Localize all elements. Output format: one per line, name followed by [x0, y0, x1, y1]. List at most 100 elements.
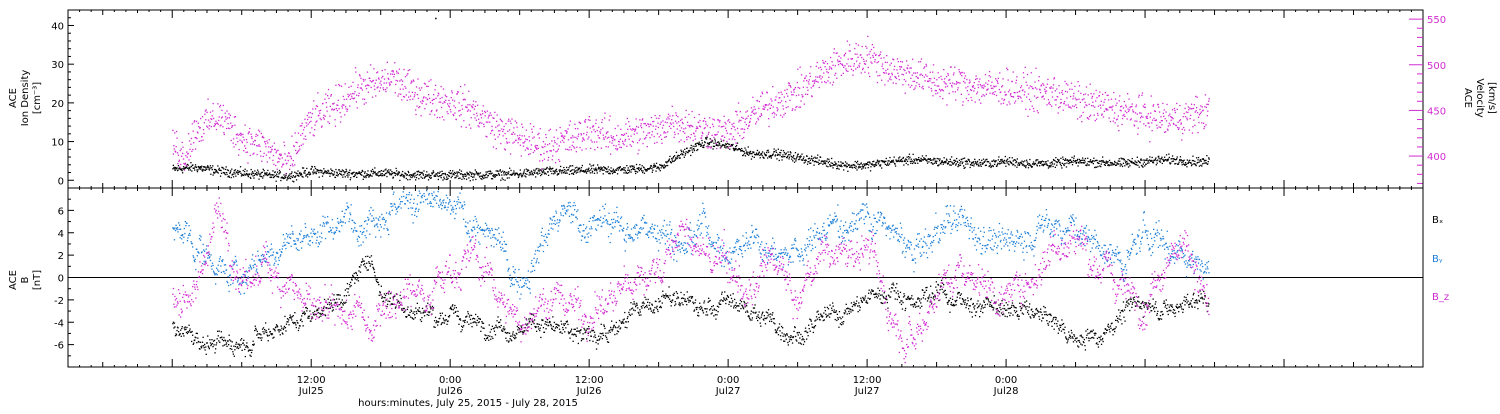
data-point — [479, 176, 480, 177]
data-point — [841, 166, 842, 167]
data-point — [1019, 164, 1020, 165]
data-point — [483, 178, 484, 179]
data-point — [1102, 156, 1103, 157]
data-point — [1043, 85, 1044, 86]
data-point — [478, 126, 479, 127]
data-point — [969, 80, 970, 81]
data-point — [777, 110, 778, 111]
data-point — [548, 157, 549, 158]
data-point — [891, 73, 892, 74]
data-point — [810, 66, 811, 67]
data-point — [543, 141, 544, 142]
data-point — [914, 87, 915, 88]
data-point — [889, 78, 890, 79]
data-point — [928, 81, 929, 82]
data-point — [675, 112, 676, 113]
data-point — [1075, 104, 1076, 105]
data-point — [584, 120, 585, 121]
data-point — [1075, 161, 1076, 162]
data-point — [539, 137, 540, 138]
data-point — [699, 120, 700, 121]
data-point — [669, 156, 670, 157]
data-point — [955, 164, 956, 165]
data-point — [845, 53, 846, 54]
data-point — [197, 132, 198, 133]
data-point — [732, 126, 733, 127]
data-point — [850, 66, 851, 67]
data-point — [1196, 157, 1197, 158]
data-point — [262, 329, 263, 330]
data-point — [781, 100, 782, 101]
data-point — [655, 129, 656, 130]
data-point — [909, 154, 910, 155]
data-point — [308, 318, 309, 319]
data-point — [382, 76, 383, 77]
data-point — [827, 63, 828, 64]
data-point — [758, 119, 759, 120]
data-point — [204, 114, 205, 115]
data-point — [627, 173, 628, 174]
data-point — [700, 126, 701, 127]
data-point — [805, 77, 806, 78]
data-point — [725, 147, 726, 148]
data-point — [1025, 109, 1026, 110]
data-point — [855, 168, 856, 169]
data-point — [218, 124, 219, 125]
data-point — [426, 86, 427, 87]
data-point — [208, 120, 209, 121]
data-point — [679, 155, 680, 156]
data-point — [829, 161, 830, 162]
data-point — [378, 284, 379, 285]
data-point — [371, 87, 372, 88]
data-point — [475, 169, 476, 170]
data-point — [1192, 126, 1193, 127]
data-point — [1021, 163, 1022, 164]
data-point — [292, 177, 293, 178]
data-point — [832, 84, 833, 85]
data-point — [751, 153, 752, 154]
data-point — [908, 84, 909, 85]
data-point — [638, 127, 639, 128]
data-point — [208, 128, 209, 129]
data-point — [793, 94, 794, 95]
data-point — [1201, 111, 1202, 112]
data-point — [312, 113, 313, 114]
data-point — [529, 172, 530, 173]
data-point — [707, 125, 708, 126]
data-point — [1058, 85, 1059, 86]
data-point — [407, 174, 408, 175]
data-point — [936, 161, 937, 162]
data-point — [308, 173, 309, 174]
data-point — [250, 356, 251, 357]
data-point — [1026, 82, 1027, 83]
data-point — [509, 177, 510, 178]
data-point — [1018, 98, 1019, 99]
data-point — [643, 123, 644, 124]
data-point — [1164, 109, 1165, 110]
data-point — [243, 340, 244, 341]
data-point — [627, 118, 628, 119]
data-point — [1193, 120, 1194, 121]
data-point — [395, 306, 396, 307]
data-point — [1027, 74, 1028, 75]
data-point — [418, 171, 419, 172]
data-point — [827, 158, 828, 159]
data-point — [1132, 109, 1133, 110]
data-point — [197, 333, 198, 334]
data-point — [660, 135, 661, 136]
data-point — [597, 172, 598, 173]
data-point — [732, 144, 733, 145]
data-point — [584, 139, 585, 140]
data-point — [993, 166, 994, 167]
data-point — [1098, 163, 1099, 164]
data-point — [997, 83, 998, 84]
data-point — [244, 349, 245, 350]
data-point — [336, 175, 337, 176]
data-point — [1093, 105, 1094, 106]
data-point — [789, 83, 790, 84]
data-point — [247, 152, 248, 153]
data-point — [227, 117, 228, 118]
data-point — [615, 128, 616, 129]
data-point — [267, 170, 268, 171]
data-point — [729, 144, 730, 145]
